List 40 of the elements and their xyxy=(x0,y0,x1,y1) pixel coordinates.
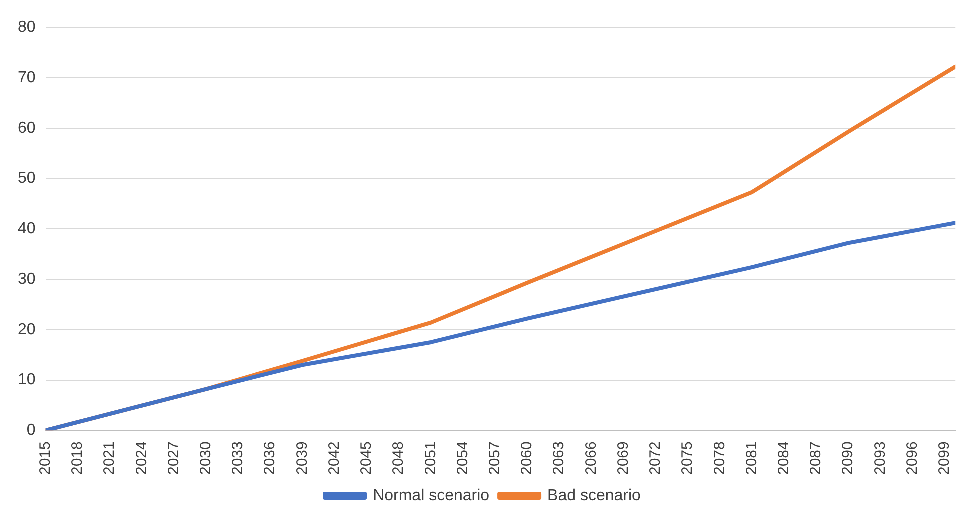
x-tick-label: 2039 xyxy=(294,442,311,476)
x-tick-label: 2015 xyxy=(36,442,54,476)
x-tick-label: 2048 xyxy=(390,442,408,476)
x-tick-label: 2063 xyxy=(550,442,568,476)
x-tick-label: 2072 xyxy=(647,442,664,476)
x-tick-label: 2054 xyxy=(454,442,472,476)
y-tick-label: 10 xyxy=(18,372,36,389)
x-tick-label: 2090 xyxy=(840,442,857,476)
x-tick-label: 2099 xyxy=(936,442,954,476)
x-tick-label: 2087 xyxy=(808,442,825,476)
x-tick-label: 2024 xyxy=(133,442,150,476)
x-tick-label: 2078 xyxy=(711,442,728,476)
x-tick-label: 2069 xyxy=(614,442,632,476)
x-tick-label: 2093 xyxy=(872,442,889,476)
x-tick-label: 2084 xyxy=(775,442,792,476)
y-tick-label: 0 xyxy=(26,422,36,440)
y-tick-label: 30 xyxy=(18,270,36,288)
x-tick-label: 2018 xyxy=(69,442,86,476)
x-tick-label: 2081 xyxy=(743,442,760,476)
x-tick-label: 2042 xyxy=(326,442,343,476)
x-tick-label: 2051 xyxy=(422,442,440,476)
y-tick-label: 70 xyxy=(18,69,36,86)
x-tick-label: 2030 xyxy=(197,442,214,476)
legend-label: Normal scenario xyxy=(373,487,490,504)
y-tick-label: 20 xyxy=(18,321,36,338)
legend-label: Bad scenario xyxy=(548,487,642,504)
x-tick-label: 2027 xyxy=(165,442,182,476)
y-tick-label: 80 xyxy=(18,19,36,36)
x-tick-label: 2036 xyxy=(262,442,279,476)
x-tick-label: 2033 xyxy=(230,442,247,476)
x-tick-label: 2021 xyxy=(101,442,118,476)
x-tick-label: 2075 xyxy=(679,442,696,476)
y-tick-label: 40 xyxy=(18,220,36,238)
x-tick-label: 2066 xyxy=(582,442,600,476)
x-tick-label: 2057 xyxy=(486,442,504,476)
x-tick-label: 2096 xyxy=(904,442,921,476)
x-tick-label: 2045 xyxy=(358,442,376,476)
y-tick-label: 60 xyxy=(18,120,36,137)
y-tick-label: 50 xyxy=(18,170,36,188)
x-tick-label: 2060 xyxy=(518,442,536,476)
